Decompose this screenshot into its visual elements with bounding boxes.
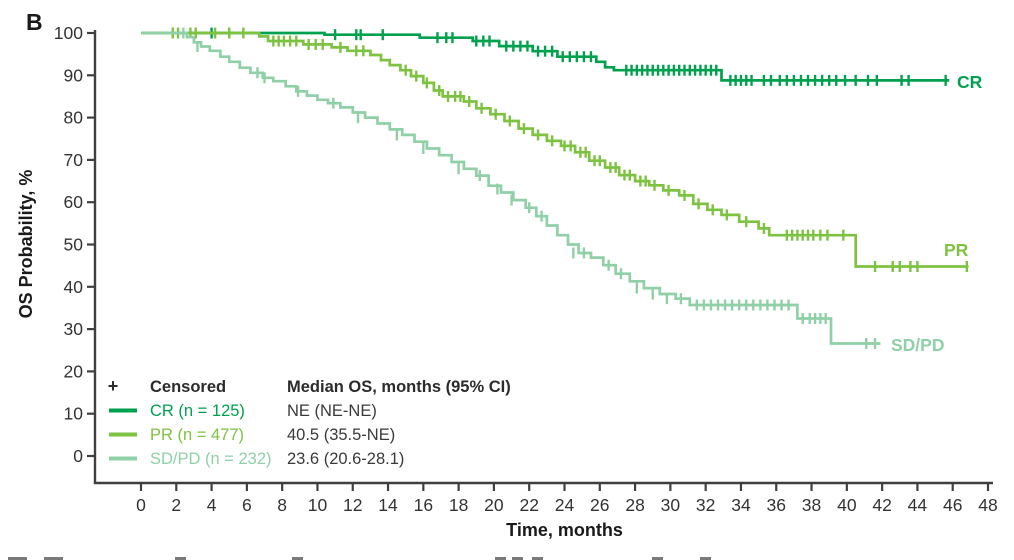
x-tick-label: 26 (590, 495, 609, 515)
curve-end-label-cr: CR (957, 72, 983, 92)
x-tick-label: 22 (519, 495, 538, 515)
x-tick-label: 36 (767, 495, 786, 515)
x-tick-label: 44 (908, 495, 928, 515)
clipped-footer-text-fragment (512, 557, 523, 560)
x-tick-label: 38 (802, 495, 821, 515)
y-tick-label: 60 (64, 192, 84, 212)
legend-series-label: PR (n = 477) (150, 426, 244, 444)
y-tick-label: 0 (73, 446, 83, 466)
curve-end-label-sd-pd: SD/PD (891, 335, 944, 355)
x-tick-label: 46 (943, 495, 962, 515)
x-tick-label: 40 (837, 495, 857, 515)
legend-median-value: NE (NE-NE) (287, 402, 377, 420)
clipped-footer-text-fragment (52, 557, 63, 560)
legend-censored-label: Censored (150, 378, 226, 396)
clipped-footer-text-fragment (8, 557, 19, 560)
km-curve-pr (141, 31, 969, 268)
y-tick-label: 80 (64, 108, 84, 128)
km-curve-sd-pd (141, 31, 881, 345)
legend-series-label: SD/PD (n = 232) (150, 450, 272, 468)
clipped-footer-text-fragment (652, 557, 663, 560)
x-tick-label: 2 (171, 495, 181, 515)
x-tick-label: 42 (872, 495, 891, 515)
legend-median-value: 23.6 (20.6-28.1) (287, 450, 404, 468)
clipped-footer-text-fragment (16, 557, 27, 560)
curve-end-label-pr: PR (944, 240, 969, 260)
y-tick-label: 90 (64, 65, 84, 85)
clipped-footer-text-fragment (495, 557, 506, 560)
x-tick-label: 4 (207, 495, 217, 515)
x-tick-label: 30 (661, 495, 681, 515)
x-tick-label: 0 (136, 495, 146, 515)
x-tick-label: 18 (449, 495, 468, 515)
x-axis-title: Time, months (506, 520, 623, 540)
legend-series-label: CR (n = 125) (150, 402, 245, 420)
legend-median-header: Median OS, months (95% CI) (287, 378, 511, 396)
y-tick-label: 30 (64, 319, 84, 339)
y-axis-title: OS Probability, % (16, 170, 36, 319)
clipped-footer-text-fragment (175, 557, 186, 560)
clipped-footer-text-fragment (44, 557, 55, 560)
x-tick-label: 8 (277, 495, 287, 515)
clipped-footer-text-fragment (532, 557, 543, 560)
x-tick-label: 14 (378, 495, 398, 515)
y-tick-label: 40 (64, 277, 84, 297)
x-tick-label: 12 (343, 495, 362, 515)
x-tick-label: 6 (242, 495, 252, 515)
x-tick-label: 32 (696, 495, 715, 515)
y-tick-label: 20 (64, 361, 84, 381)
x-tick-label: 28 (625, 495, 644, 515)
legend-censored-symbol: + (108, 376, 119, 396)
x-tick-label: 24 (555, 495, 575, 515)
clipped-footer-text-fragment (700, 557, 711, 560)
y-tick-label: 100 (54, 23, 83, 43)
x-tick-label: 10 (308, 495, 328, 515)
x-tick-label: 20 (484, 495, 504, 515)
y-tick-label: 10 (64, 404, 84, 424)
x-tick-label: 48 (978, 495, 997, 515)
y-tick-label: 50 (64, 235, 84, 255)
x-tick-label: 16 (414, 495, 433, 515)
clipped-footer-text-fragment (292, 557, 303, 560)
legend-median-value: 40.5 (35.5-NE) (287, 426, 395, 444)
x-tick-label: 34 (731, 495, 751, 515)
y-tick-label: 70 (64, 150, 84, 170)
panel-label: B (26, 9, 43, 35)
